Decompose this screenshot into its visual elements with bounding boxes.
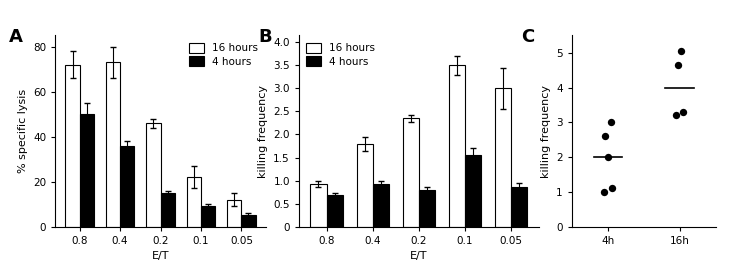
Text: A: A (9, 28, 23, 46)
Point (605, 120, 617, 124)
Text: C: C (522, 28, 535, 46)
Point (670, 113, 682, 118)
Bar (511, 188, 527, 227)
Bar (495, 88, 511, 227)
Point (677, 110, 689, 114)
Bar (311, 184, 327, 227)
Bar (161, 193, 175, 227)
Bar (373, 184, 389, 227)
Point (599, 134, 611, 138)
Bar (146, 123, 161, 227)
Text: B: B (258, 28, 272, 46)
Y-axis label: killing frequency: killing frequency (258, 85, 268, 177)
Bar (201, 206, 215, 227)
Legend: 16 hours, 4 hours: 16 hours, 4 hours (187, 41, 261, 69)
Bar (227, 200, 241, 227)
Bar (187, 177, 201, 227)
Bar (120, 146, 134, 227)
Bar (106, 63, 120, 227)
Bar (241, 215, 255, 227)
Point (672, 63, 684, 67)
Point (675, 49, 687, 53)
X-axis label: E/T: E/T (410, 251, 427, 261)
Bar (356, 144, 373, 227)
Bar (66, 65, 80, 227)
X-axis label: E/T: E/T (152, 251, 169, 261)
Point (599, 190, 610, 194)
Bar (403, 118, 419, 227)
Bar (80, 114, 94, 227)
Y-axis label: killing frequency: killing frequency (541, 85, 551, 177)
Point (606, 186, 618, 191)
Bar (327, 195, 342, 227)
Bar (449, 66, 465, 227)
Y-axis label: % specific lysis: % specific lysis (18, 89, 27, 173)
Point (602, 155, 614, 159)
Legend: 16 hours, 4 hours: 16 hours, 4 hours (304, 41, 377, 69)
Bar (465, 155, 481, 227)
Bar (419, 190, 435, 227)
